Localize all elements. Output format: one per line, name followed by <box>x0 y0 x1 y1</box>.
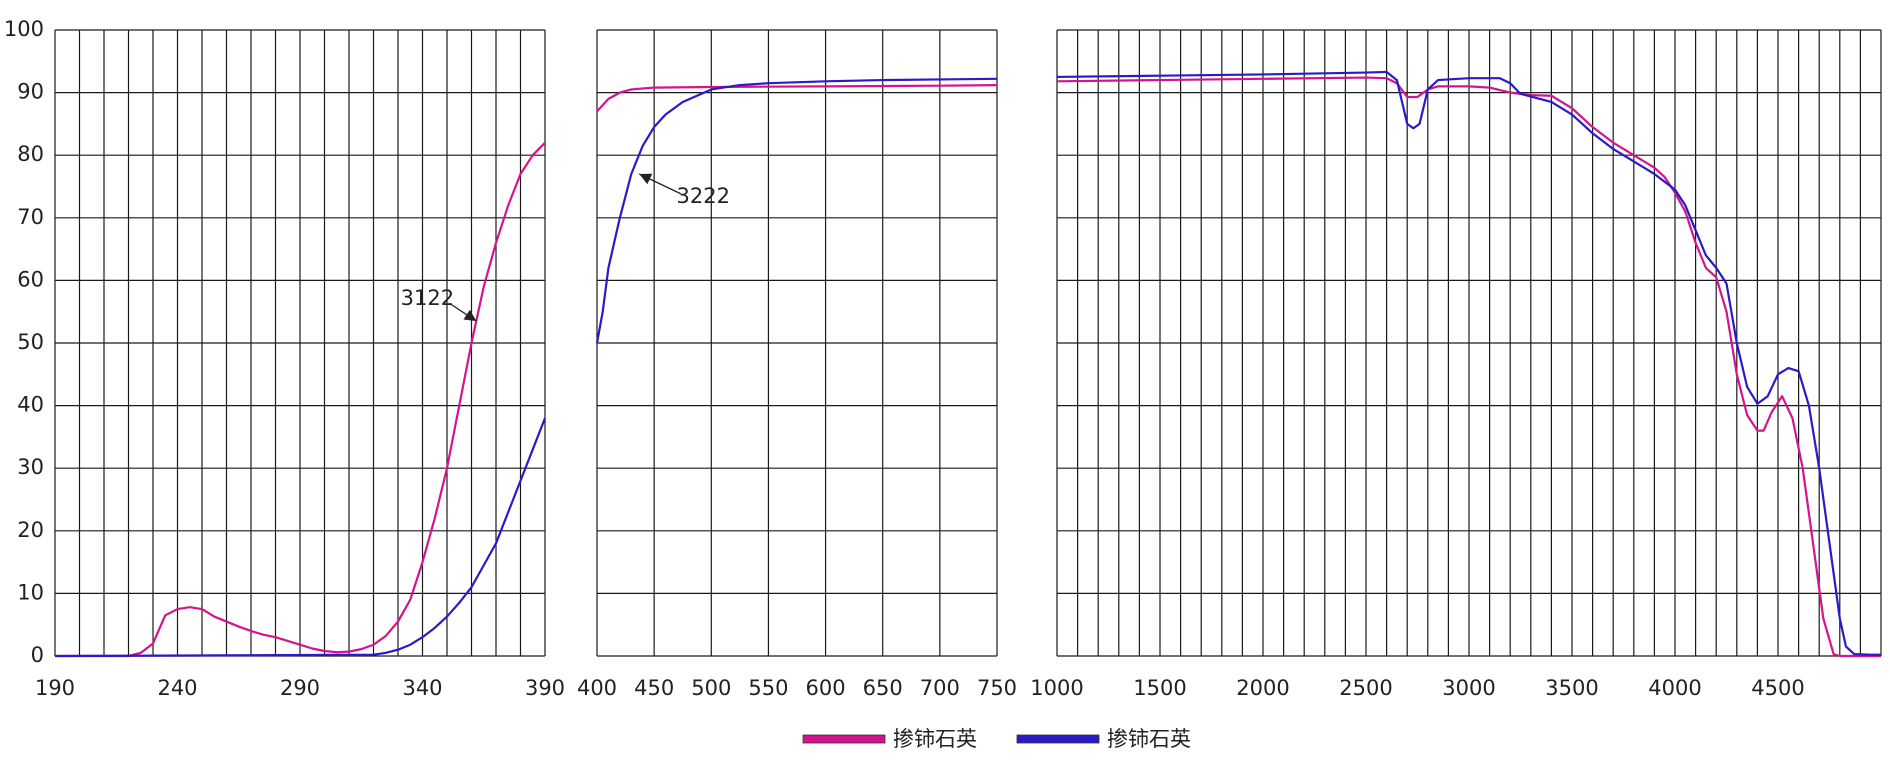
annotation-arrow <box>448 302 477 322</box>
series-line <box>55 141 546 658</box>
x-tick-label: 550 <box>748 676 788 700</box>
x-tick-label: 750 <box>977 676 1017 700</box>
x-tick-label: 4000 <box>1648 676 1701 700</box>
y-tick-label: 80 <box>17 142 44 166</box>
legend-label: 掺铈石英 <box>1107 727 1191 751</box>
legend-label: 掺铈石英 <box>893 727 977 751</box>
y-tick-label: 30 <box>17 455 44 479</box>
legend-swatch <box>1016 734 1100 744</box>
x-tick-label: 190 <box>35 676 75 700</box>
y-tick-label: 0 <box>31 643 44 667</box>
y-tick-label: 100 <box>4 17 44 41</box>
x-tick-label: 390 <box>525 676 565 700</box>
series-line <box>596 83 998 113</box>
x-tick-label: 1000 <box>1030 676 1083 700</box>
x-tick-label: 500 <box>691 676 731 700</box>
x-tick-label: 4500 <box>1751 676 1804 700</box>
x-tick-label: 450 <box>634 676 674 700</box>
series-line <box>54 417 547 658</box>
x-tick-label: 340 <box>402 676 442 700</box>
x-tick-label: 600 <box>806 676 846 700</box>
annotation-arrow <box>639 173 681 195</box>
series-line <box>1056 76 1881 658</box>
x-tick-label: 240 <box>157 676 197 700</box>
x-tick-label: 290 <box>280 676 320 700</box>
y-tick-label: 90 <box>17 80 44 104</box>
x-tick-label: 400 <box>577 676 617 700</box>
x-tick-label: 3500 <box>1545 676 1598 700</box>
y-tick-label: 40 <box>17 393 44 417</box>
x-tick-label: 1500 <box>1133 676 1186 700</box>
x-tick-label: 700 <box>920 676 960 700</box>
series-line <box>595 77 998 344</box>
annotation-label: 3222 <box>677 184 730 208</box>
legend: 掺铈石英 掺铈石英 <box>802 727 1191 751</box>
series-line <box>1056 70 1881 656</box>
annotation-label: 3122 <box>401 286 454 310</box>
y-tick-label: 50 <box>17 330 44 354</box>
x-tick-label: 2500 <box>1339 676 1392 700</box>
y-tick-label: 10 <box>17 580 44 604</box>
x-tick-label: 650 <box>863 676 903 700</box>
x-tick-label: 2000 <box>1236 676 1289 700</box>
legend-swatch <box>802 734 886 744</box>
x-tick-label: 3000 <box>1442 676 1495 700</box>
y-tick-label: 70 <box>17 205 44 229</box>
y-tick-label: 60 <box>17 267 44 291</box>
y-tick-label: 20 <box>17 518 44 542</box>
